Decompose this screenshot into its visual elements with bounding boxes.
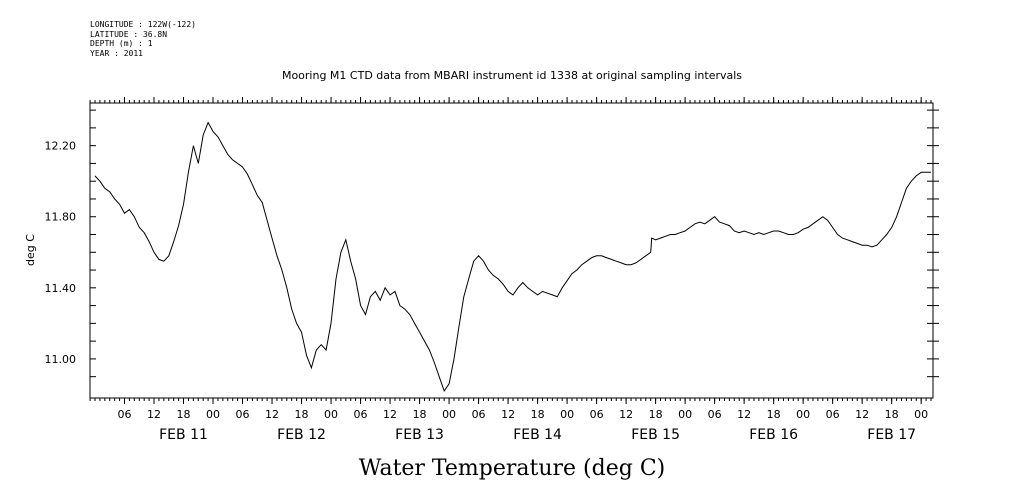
x-tick-label: 12	[383, 408, 397, 421]
x-day-label: FEB 13	[395, 427, 444, 443]
x-day-label: FEB 15	[631, 427, 680, 443]
chart-title: Mooring M1 CTD data from MBARI instrumen…	[282, 69, 742, 82]
x-tick-label: 18	[885, 408, 899, 421]
latitude-label: LATITUDE : 36.8N	[90, 29, 168, 39]
depth-label: DEPTH (m) : 1	[90, 39, 153, 48]
y-tick-label: 11.40	[45, 282, 77, 295]
longitude-label: LONGITUDE : 122W(-122)	[90, 20, 196, 29]
x-tick-label: 12	[265, 408, 279, 421]
x-tick-label: 06	[236, 408, 250, 421]
x-tick-label: 06	[826, 408, 840, 421]
x-day-label: FEB 14	[513, 427, 562, 443]
x-day-label: FEB 12	[277, 427, 326, 443]
metadata-block: LONGITUDE : 122W(-122) LATITUDE : 36.8N …	[90, 20, 196, 58]
x-day-label: FEB 11	[159, 427, 208, 443]
axis-ticks	[89, 97, 939, 404]
x-tick-label: 12	[501, 408, 515, 421]
y-tick-label: 11.80	[45, 211, 77, 224]
x-tick-label: 12	[855, 408, 869, 421]
x-tick-label: 06	[708, 408, 722, 421]
x-tick-label: 06	[118, 408, 132, 421]
x-tick-label: 00	[206, 408, 220, 421]
x-tick-label: 12	[737, 408, 751, 421]
x-tick-label: 18	[177, 408, 191, 421]
y-tick-label: 11.00	[45, 353, 77, 366]
x-tick-label: 06	[590, 408, 604, 421]
x-tick-label: 18	[649, 408, 663, 421]
x-day-label: FEB 17	[867, 427, 916, 443]
x-tick-label: 18	[767, 408, 781, 421]
plot-frame	[89, 102, 934, 399]
x-tick-label: 12	[147, 408, 161, 421]
x-tick-label: 06	[354, 408, 368, 421]
x-axis-title: Water Temperature (deg C)	[359, 456, 666, 481]
x-day-labels: FEB 11 FEB 12 FEB 13 FEB 14 FEB 15 FEB 16 FEB …	[159, 427, 916, 443]
x-tick-label: 12	[619, 408, 633, 421]
x-tick-label: 00	[442, 408, 456, 421]
x-day-label: FEB 16	[749, 427, 798, 443]
x-tick-label: 18	[413, 408, 427, 421]
x-tick-labels: 06 12 18 00 06 12 18 00 06 12 18 00 06 12 18 00 06 12 18 00…	[118, 408, 929, 421]
x-tick-label: 00	[796, 408, 810, 421]
x-tick-label: 06	[472, 408, 486, 421]
y-tick-label: 12.20	[45, 140, 77, 153]
x-tick-label: 00	[914, 408, 928, 421]
temperature-series-line	[94, 121, 931, 392]
x-tick-label: 18	[295, 408, 309, 421]
year-label: YEAR : 2011	[90, 48, 143, 58]
y-axis-label: deg C	[24, 234, 37, 266]
y-tick-labels: 11.00 11.40 11.80 12.20	[45, 140, 77, 366]
x-tick-label: 18	[531, 408, 545, 421]
x-tick-label: 00	[324, 408, 338, 421]
x-tick-label: 00	[678, 408, 692, 421]
x-tick-label: 00	[560, 408, 574, 421]
